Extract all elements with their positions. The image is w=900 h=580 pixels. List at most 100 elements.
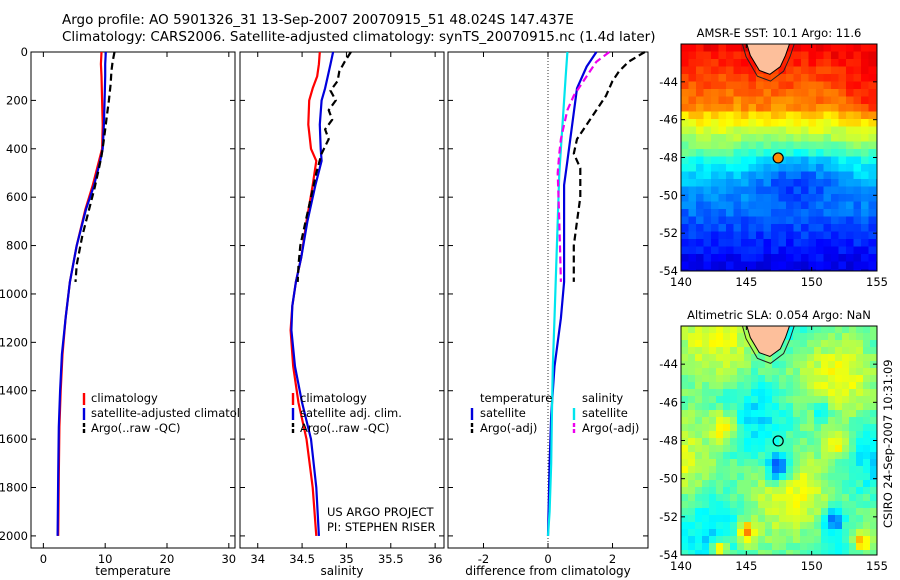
map-cell <box>726 59 735 68</box>
map-cell <box>756 89 765 98</box>
map-cell <box>730 417 738 425</box>
sla-map-ytick-label: -48 <box>659 434 678 448</box>
map-cell <box>853 119 862 128</box>
map-cell <box>814 382 822 390</box>
map-cell <box>821 508 829 516</box>
map-cell <box>681 550 689 555</box>
map-cell <box>688 487 696 495</box>
map-cell <box>786 543 794 551</box>
map-cell <box>863 375 871 383</box>
map-cell <box>807 403 815 411</box>
map-cell <box>751 487 759 495</box>
map-cell <box>863 445 871 453</box>
map-cell <box>758 410 766 418</box>
map-cell <box>863 487 871 495</box>
map-cell <box>801 96 810 105</box>
map-cell <box>718 134 727 143</box>
map-cell <box>842 396 850 404</box>
map-cell <box>856 382 864 390</box>
map-cell <box>688 74 697 83</box>
map-cell <box>695 424 703 432</box>
map-cell <box>863 333 871 341</box>
map-cell <box>723 494 731 502</box>
map-cell <box>756 149 765 158</box>
map-cell <box>786 494 794 502</box>
map-cell <box>821 452 829 460</box>
map-cell <box>756 126 765 135</box>
map-cell <box>786 179 795 188</box>
map-cell <box>786 452 794 460</box>
map-cell <box>786 171 795 180</box>
map-cell <box>703 111 712 120</box>
map-cell <box>723 438 731 446</box>
map-cell <box>856 410 864 418</box>
map-cell <box>681 164 690 173</box>
map-cell <box>688 522 696 530</box>
map-cell <box>763 119 772 128</box>
map-cell <box>842 466 850 474</box>
map-cell <box>726 134 735 143</box>
map-cell <box>779 522 787 530</box>
map-cell <box>831 164 840 173</box>
map-cell <box>718 171 727 180</box>
map-cell <box>723 536 731 544</box>
map-cell <box>703 66 712 75</box>
map-cell <box>751 501 759 509</box>
map-cell <box>821 340 829 348</box>
map-cell <box>846 224 855 233</box>
map-cell <box>807 466 815 474</box>
map-cell <box>853 216 862 225</box>
map-cell <box>786 66 795 75</box>
map-cell <box>733 134 742 143</box>
map-cell <box>681 201 690 210</box>
map-cell <box>831 254 840 263</box>
map-cell <box>681 424 689 432</box>
map-cell <box>821 487 829 495</box>
map-cell <box>756 111 765 120</box>
map-cell <box>838 111 847 120</box>
map-cell <box>737 438 745 446</box>
map-cell <box>846 156 855 165</box>
map-cell <box>695 375 703 383</box>
map-cell <box>681 354 689 362</box>
map-cell <box>771 81 780 90</box>
map-cell <box>744 487 752 495</box>
map-cell <box>737 354 745 362</box>
map-cell <box>681 529 689 537</box>
map-cell <box>758 382 766 390</box>
map-cell <box>778 59 787 68</box>
map-cell <box>842 326 850 334</box>
map-cell <box>763 201 772 210</box>
map-cell <box>748 179 757 188</box>
map-cell <box>801 239 810 248</box>
map-cell <box>763 126 772 135</box>
map-cell <box>709 361 717 369</box>
map-cell <box>748 156 757 165</box>
map-cell <box>696 104 705 113</box>
map-cell <box>709 417 717 425</box>
map-cell <box>814 333 822 341</box>
map-cell <box>831 44 840 53</box>
map-cell <box>807 368 815 376</box>
map-cell <box>816 269 825 271</box>
sst-map-ytick-label: -50 <box>659 188 678 202</box>
map-cell <box>801 51 810 60</box>
map-cell <box>856 354 864 362</box>
map-cell <box>808 44 817 53</box>
map-cell <box>696 231 705 240</box>
map-cell <box>696 224 705 233</box>
map-cell <box>688 368 696 376</box>
map-cell <box>730 501 738 509</box>
map-cell <box>695 354 703 362</box>
map-cell <box>786 126 795 135</box>
map-cell <box>765 375 773 383</box>
map-cell <box>842 536 850 544</box>
map-cell <box>846 104 855 113</box>
map-cell <box>786 536 794 544</box>
map-cell <box>703 246 712 255</box>
map-cell <box>756 246 765 255</box>
map-cell <box>807 431 815 439</box>
map-cell <box>846 44 855 53</box>
map-cell <box>741 44 750 53</box>
map-cell <box>849 424 857 432</box>
